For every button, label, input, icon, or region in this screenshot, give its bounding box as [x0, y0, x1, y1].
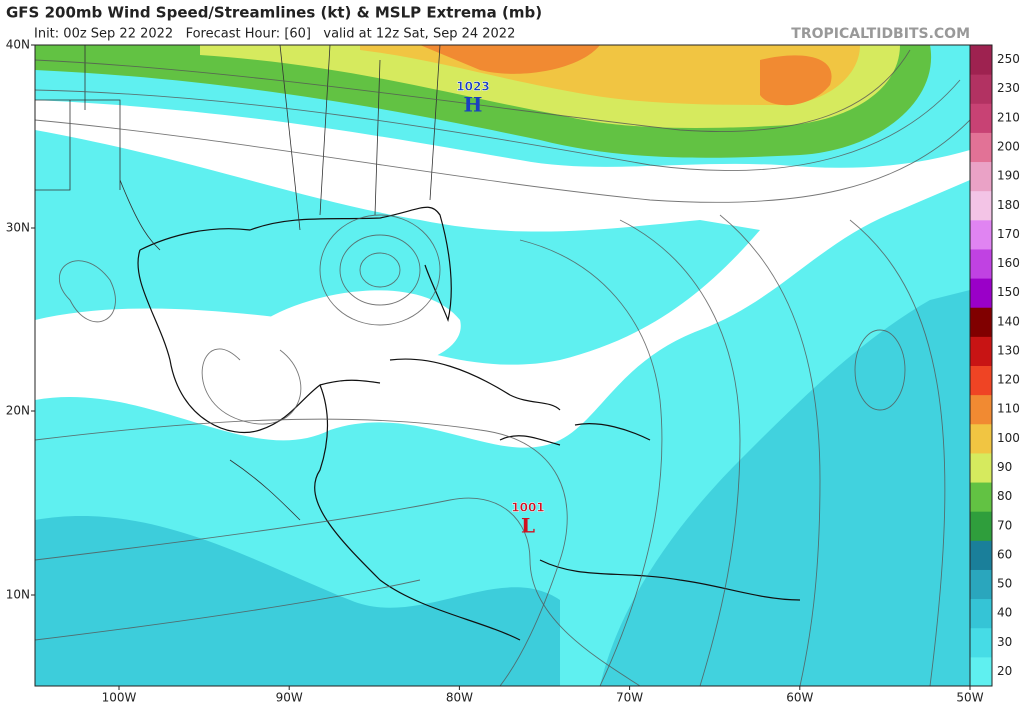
colorbar-label: 190	[997, 169, 1020, 183]
watermark: TROPICALTIDBITS.COM	[791, 26, 970, 42]
colorbar-swatch	[970, 627, 992, 658]
colorbar-swatch	[970, 569, 992, 600]
colorbar-label: 250	[997, 52, 1020, 66]
colorbar-label: 70	[997, 518, 1012, 532]
lon-label: 70W	[616, 691, 643, 705]
lat-label: 20N	[6, 404, 30, 418]
lon-label: 90W	[276, 691, 303, 705]
colorbar-label: 200	[997, 139, 1020, 153]
colorbar-label: 30	[997, 635, 1012, 649]
colorbar-swatch	[970, 598, 992, 629]
lat-label: 30N	[6, 221, 30, 235]
colorbar-swatch	[970, 132, 992, 163]
colorbar-swatch	[970, 452, 992, 483]
colorbar-swatch	[970, 423, 992, 454]
colorbar-label: 40	[997, 606, 1012, 620]
title: GFS 200mb Wind Speed/Streamlines (kt) & …	[6, 4, 542, 22]
lon-label: 80W	[446, 691, 473, 705]
colorbar-label: 80	[997, 489, 1012, 503]
colorbar-swatch	[970, 307, 992, 337]
lat-label: 40N	[6, 38, 30, 52]
pressure-center: H	[464, 93, 483, 117]
colorbar-label: 20	[997, 664, 1012, 678]
colorbar-label: 90	[997, 460, 1012, 474]
colorbar-swatch	[970, 482, 992, 512]
colorbar-swatch	[970, 511, 992, 541]
lon-label: 60W	[786, 691, 813, 705]
colorbar-label: 60	[997, 547, 1012, 561]
colorbar-label: 170	[997, 227, 1020, 241]
subtitle: Init: 00z Sep 22 2022 Forecast Hour: [60…	[34, 27, 515, 42]
colorbar-swatch	[970, 74, 992, 104]
pressure-center: L	[521, 514, 535, 538]
colorbar-label: 100	[997, 431, 1020, 445]
colorbar-label: 230	[997, 81, 1020, 95]
colorbar-label: 140	[997, 314, 1020, 328]
pressure-value: 1023	[456, 80, 489, 94]
colorbar-label: 160	[997, 256, 1020, 270]
colorbar-label: 130	[997, 343, 1020, 357]
colorbar-label: 150	[997, 285, 1020, 299]
map-field	[35, 45, 970, 686]
colorbar-swatch	[970, 656, 992, 687]
colorbar-label: 120	[997, 373, 1020, 387]
colorbar-swatch	[970, 45, 992, 75]
colorbar-label: 110	[997, 402, 1020, 416]
colorbar-swatch	[970, 219, 992, 250]
colorbar-swatch	[970, 190, 992, 221]
colorbar-swatch	[970, 278, 992, 308]
colorbar-label: 210	[997, 110, 1020, 124]
colorbar-swatch	[970, 336, 992, 366]
lat-label: 10N	[6, 588, 30, 602]
lon-label: 100W	[102, 691, 137, 705]
pressure-value: 1001	[511, 501, 544, 515]
colorbar-swatch	[970, 365, 992, 396]
colorbar-swatch	[970, 103, 992, 133]
colorbar-swatch	[970, 248, 992, 279]
colorbar-swatch	[970, 540, 992, 570]
colorbar-swatch	[970, 161, 992, 192]
colorbar-label: 180	[997, 198, 1020, 212]
lon-label: 50W	[956, 691, 983, 705]
colorbar-label: 50	[997, 577, 1012, 591]
colorbar-frame	[969, 44, 993, 687]
colorbar-swatch	[970, 394, 992, 425]
